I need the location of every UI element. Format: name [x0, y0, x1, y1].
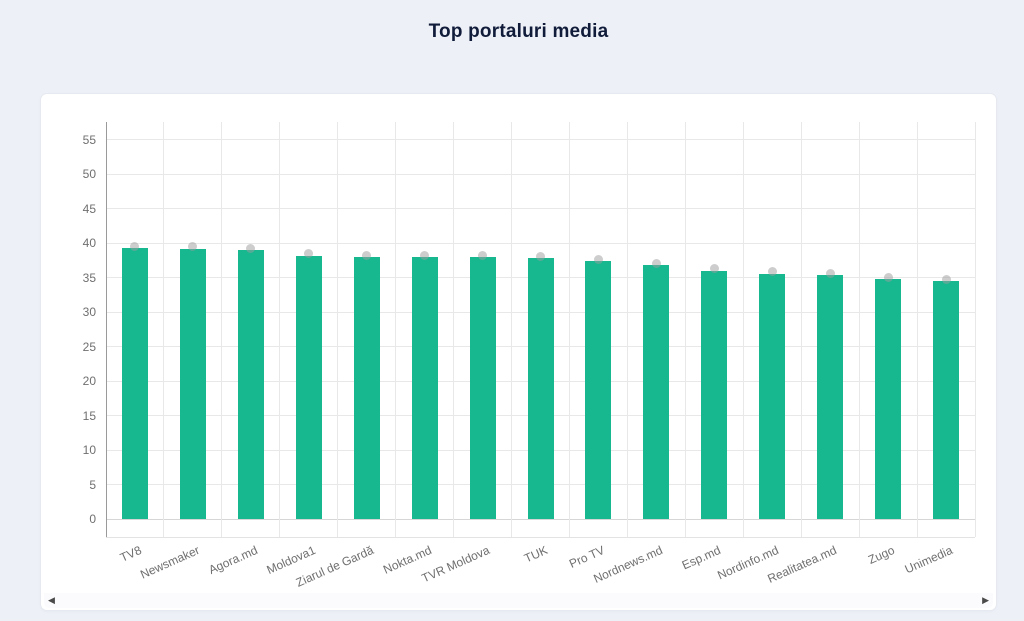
- v-gridline: [568, 122, 570, 537]
- h-gridline: [106, 139, 975, 141]
- horizontal-scrollbar[interactable]: ◀ ▶: [44, 593, 993, 608]
- bar[interactable]: [933, 281, 960, 520]
- error-marker-icon: [825, 268, 835, 278]
- v-gridline: [395, 122, 397, 537]
- h-gridline: [106, 208, 975, 210]
- error-marker-icon: [767, 267, 777, 277]
- bar[interactable]: [353, 257, 380, 520]
- error-marker-icon: [362, 250, 372, 260]
- error-marker-icon: [709, 264, 719, 274]
- x-tick-label: Newsmaker: [138, 543, 202, 582]
- y-tick-label: 5: [89, 477, 96, 492]
- error-marker-icon: [593, 254, 603, 264]
- y-tick-label: 35: [82, 270, 96, 285]
- v-gridline: [916, 122, 918, 537]
- v-gridline: [221, 122, 223, 537]
- error-marker-icon: [941, 274, 951, 284]
- v-gridline: [511, 122, 513, 537]
- x-tick-label: Zugo: [866, 543, 897, 567]
- bar[interactable]: [643, 265, 670, 520]
- error-marker-icon: [651, 258, 661, 268]
- bar[interactable]: [701, 270, 728, 520]
- bar[interactable]: [179, 248, 206, 520]
- chart-title: Top portaluri media: [428, 21, 609, 42]
- y-tick-label: 30: [82, 305, 96, 320]
- y-tick-label: 10: [82, 443, 96, 458]
- error-marker-icon: [883, 272, 893, 282]
- x-tick-label: Unimedia: [902, 543, 955, 577]
- v-gridline: [742, 122, 744, 537]
- y-tick-label: 0: [89, 512, 96, 527]
- y-tick-label: 40: [82, 236, 96, 251]
- x-tick-label: TUK: [521, 543, 550, 566]
- chart-card: Indicele de Credibilitate 05101520253035…: [41, 94, 996, 610]
- error-marker-icon: [536, 251, 545, 261]
- y-axis-line: [106, 122, 107, 537]
- x-tick-label: TV8: [117, 543, 144, 565]
- v-gridline: [337, 122, 339, 537]
- y-tick-label: 20: [82, 374, 96, 389]
- y-tick-label: 50: [82, 167, 96, 182]
- y-tick-label: 55: [82, 132, 96, 147]
- bar[interactable]: [527, 258, 554, 520]
- zero-gridline: [106, 518, 975, 520]
- error-marker-icon: [304, 249, 314, 259]
- bar[interactable]: [759, 273, 786, 520]
- y-tick-label: 15: [82, 408, 96, 423]
- v-gridline: [974, 122, 976, 537]
- bar[interactable]: [817, 275, 844, 520]
- error-marker-icon: [420, 250, 430, 260]
- scroll-right-icon[interactable]: ▶: [982, 595, 989, 605]
- bar[interactable]: [585, 261, 612, 520]
- plot-area: Indicele de Credibilitate 05101520253035…: [83, 122, 976, 590]
- v-gridline: [858, 122, 860, 537]
- y-tick-label: 45: [82, 201, 96, 216]
- error-marker-icon: [246, 243, 256, 253]
- bar[interactable]: [411, 257, 438, 520]
- v-gridline: [279, 122, 281, 537]
- y-tick-label: 25: [82, 339, 96, 354]
- bar[interactable]: [295, 255, 322, 520]
- scroll-left-icon[interactable]: ◀: [48, 595, 55, 605]
- v-gridline: [800, 122, 802, 537]
- bar[interactable]: [875, 279, 902, 520]
- error-marker-icon: [130, 241, 140, 251]
- bar[interactable]: [121, 248, 148, 520]
- v-gridline: [684, 122, 686, 537]
- v-gridline: [453, 122, 455, 537]
- error-marker-icon: [188, 242, 198, 252]
- x-tick-label: Agora.md: [206, 543, 260, 577]
- h-gridline: [106, 242, 975, 244]
- bar[interactable]: [469, 257, 496, 520]
- error-marker-icon: [478, 250, 488, 260]
- bar[interactable]: [237, 250, 264, 520]
- x-tick-label: Pro TV: [567, 543, 608, 571]
- v-gridline: [163, 122, 165, 537]
- h-gridline: [106, 173, 975, 175]
- v-gridline: [626, 122, 628, 537]
